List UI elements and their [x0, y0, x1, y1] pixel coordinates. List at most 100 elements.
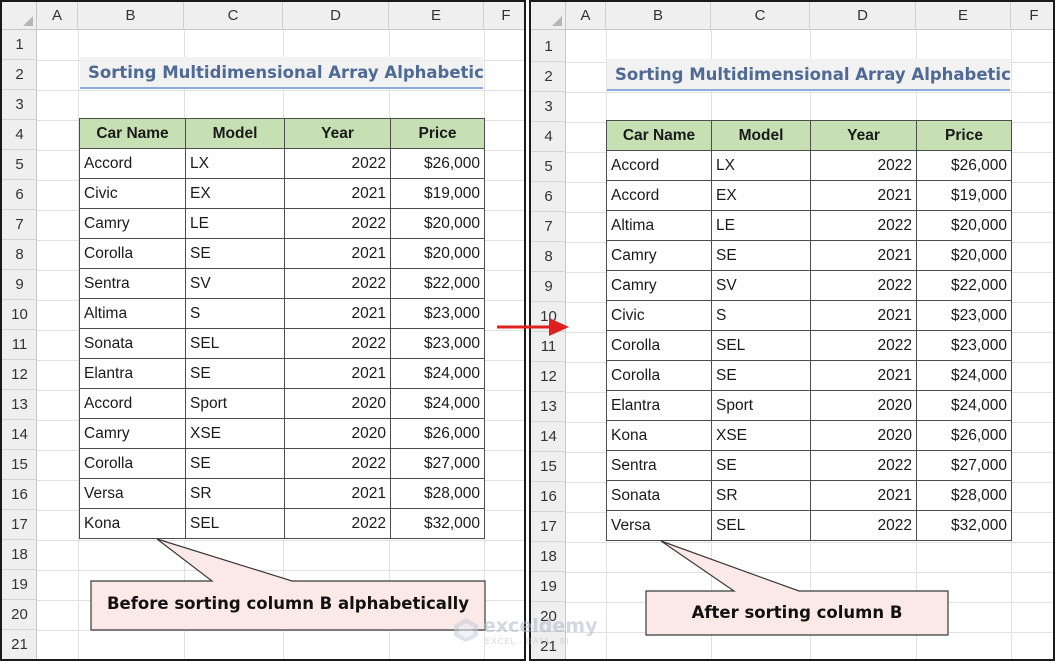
row-header[interactable]: 12 [2, 360, 37, 390]
column-header-b[interactable]: B [78, 2, 184, 30]
cell-car-name[interactable]: Sonata [79, 328, 186, 359]
cell-model[interactable]: SEL [185, 508, 285, 539]
cell-price[interactable]: $32,000 [916, 510, 1012, 541]
cell-year[interactable]: 2020 [810, 390, 917, 421]
cell-price[interactable]: $26,000 [390, 418, 485, 449]
row-header[interactable]: 12 [531, 362, 566, 392]
cell-car-name[interactable]: Camry [606, 270, 712, 301]
select-all-corner[interactable] [531, 2, 566, 30]
cell-year[interactable]: 2021 [284, 358, 391, 389]
cell-car-name[interactable]: Camry [79, 208, 186, 239]
row-header[interactable]: 16 [2, 480, 37, 510]
cell-price[interactable]: $24,000 [916, 390, 1012, 421]
cell-price[interactable]: $19,000 [390, 178, 485, 209]
row-header[interactable]: 5 [531, 152, 566, 182]
row-header[interactable]: 13 [2, 390, 37, 420]
header-price[interactable]: Price [916, 120, 1012, 151]
cell-year[interactable]: 2021 [284, 238, 391, 269]
row-header[interactable]: 10 [2, 300, 37, 330]
header-year[interactable]: Year [284, 118, 391, 149]
column-header-a[interactable]: A [566, 2, 606, 30]
cell-model[interactable]: XSE [185, 418, 285, 449]
row-header[interactable]: 14 [531, 422, 566, 452]
row-header[interactable]: 16 [531, 482, 566, 512]
cell-year[interactable]: 2021 [810, 480, 917, 511]
row-header[interactable]: 3 [531, 92, 566, 122]
cell-year[interactable]: 2021 [284, 178, 391, 209]
row-header[interactable]: 6 [2, 180, 37, 210]
row-header[interactable]: 21 [531, 632, 566, 659]
row-header[interactable]: 4 [531, 122, 566, 152]
cell-model[interactable]: SV [185, 268, 285, 299]
cell-model[interactable]: SE [711, 360, 811, 391]
header-car-name[interactable]: Car Name [606, 120, 712, 151]
cell-price[interactable]: $28,000 [390, 478, 485, 509]
cell-car-name[interactable]: Camry [606, 240, 712, 271]
cell-year[interactable]: 2022 [284, 448, 391, 479]
row-header[interactable]: 5 [2, 150, 37, 180]
cell-car-name[interactable]: Accord [606, 180, 712, 211]
row-header[interactable]: 2 [2, 60, 37, 90]
cell-model[interactable]: LE [185, 208, 285, 239]
row-header[interactable]: 20 [531, 602, 566, 632]
cell-price[interactable]: $23,000 [916, 300, 1012, 331]
row-header[interactable]: 7 [2, 210, 37, 240]
row-header[interactable]: 13 [531, 392, 566, 422]
cell-price[interactable]: $23,000 [916, 330, 1012, 361]
cell-year[interactable]: 2020 [810, 420, 917, 451]
cell-year[interactable]: 2022 [810, 150, 917, 181]
row-header[interactable]: 8 [531, 242, 566, 272]
column-header-d[interactable]: D [283, 2, 389, 30]
header-year[interactable]: Year [810, 120, 917, 151]
column-header-e[interactable]: E [389, 2, 484, 30]
header-model[interactable]: Model [711, 120, 811, 151]
row-header[interactable]: 19 [531, 572, 566, 602]
row-header[interactable]: 18 [2, 540, 37, 570]
row-header[interactable]: 15 [531, 452, 566, 482]
cell-model[interactable]: EX [185, 178, 285, 209]
cell-price[interactable]: $26,000 [916, 150, 1012, 181]
cell-model[interactable]: Sport [711, 390, 811, 421]
cell-model[interactable]: Sport [185, 388, 285, 419]
cell-car-name[interactable]: Accord [606, 150, 712, 181]
row-header[interactable]: 21 [2, 630, 37, 659]
cell-year[interactable]: 2022 [284, 148, 391, 179]
cell-car-name[interactable]: Accord [79, 148, 186, 179]
row-header[interactable]: 19 [2, 570, 37, 600]
select-all-corner[interactable] [2, 2, 37, 30]
row-header[interactable]: 8 [2, 240, 37, 270]
header-price[interactable]: Price [390, 118, 485, 149]
column-header-d[interactable]: D [810, 2, 916, 30]
cell-price[interactable]: $22,000 [390, 268, 485, 299]
cell-price[interactable]: $20,000 [916, 240, 1012, 271]
cell-year[interactable]: 2022 [810, 210, 917, 241]
cell-price[interactable]: $20,000 [916, 210, 1012, 241]
row-header[interactable]: 18 [531, 542, 566, 572]
cell-year[interactable]: 2022 [810, 450, 917, 481]
row-header[interactable]: 11 [2, 330, 37, 360]
column-header-e[interactable]: E [916, 2, 1011, 30]
cell-price[interactable]: $28,000 [916, 480, 1012, 511]
cell-year[interactable]: 2020 [284, 418, 391, 449]
cell-car-name[interactable]: Corolla [606, 330, 712, 361]
row-header[interactable]: 1 [2, 30, 37, 60]
cell-year[interactable]: 2022 [810, 330, 917, 361]
cell-price[interactable]: $24,000 [390, 358, 485, 389]
cell-model[interactable]: SR [711, 480, 811, 511]
cell-price[interactable]: $26,000 [916, 420, 1012, 451]
cell-car-name[interactable]: Corolla [606, 360, 712, 391]
cell-year[interactable]: 2022 [284, 208, 391, 239]
cell-year[interactable]: 2022 [284, 508, 391, 539]
cell-price[interactable]: $23,000 [390, 298, 485, 329]
cell-price[interactable]: $27,000 [390, 448, 485, 479]
cell-model[interactable]: SE [711, 240, 811, 271]
row-header[interactable]: 20 [2, 600, 37, 630]
row-header[interactable]: 4 [2, 120, 37, 150]
row-header[interactable]: 17 [2, 510, 37, 540]
column-header-b[interactable]: B [606, 2, 711, 30]
row-header[interactable]: 11 [531, 332, 566, 362]
cell-car-name[interactable]: Versa [606, 510, 712, 541]
cell-car-name[interactable]: Versa [79, 478, 186, 509]
row-header[interactable]: 1 [531, 32, 566, 62]
cell-price[interactable]: $32,000 [390, 508, 485, 539]
